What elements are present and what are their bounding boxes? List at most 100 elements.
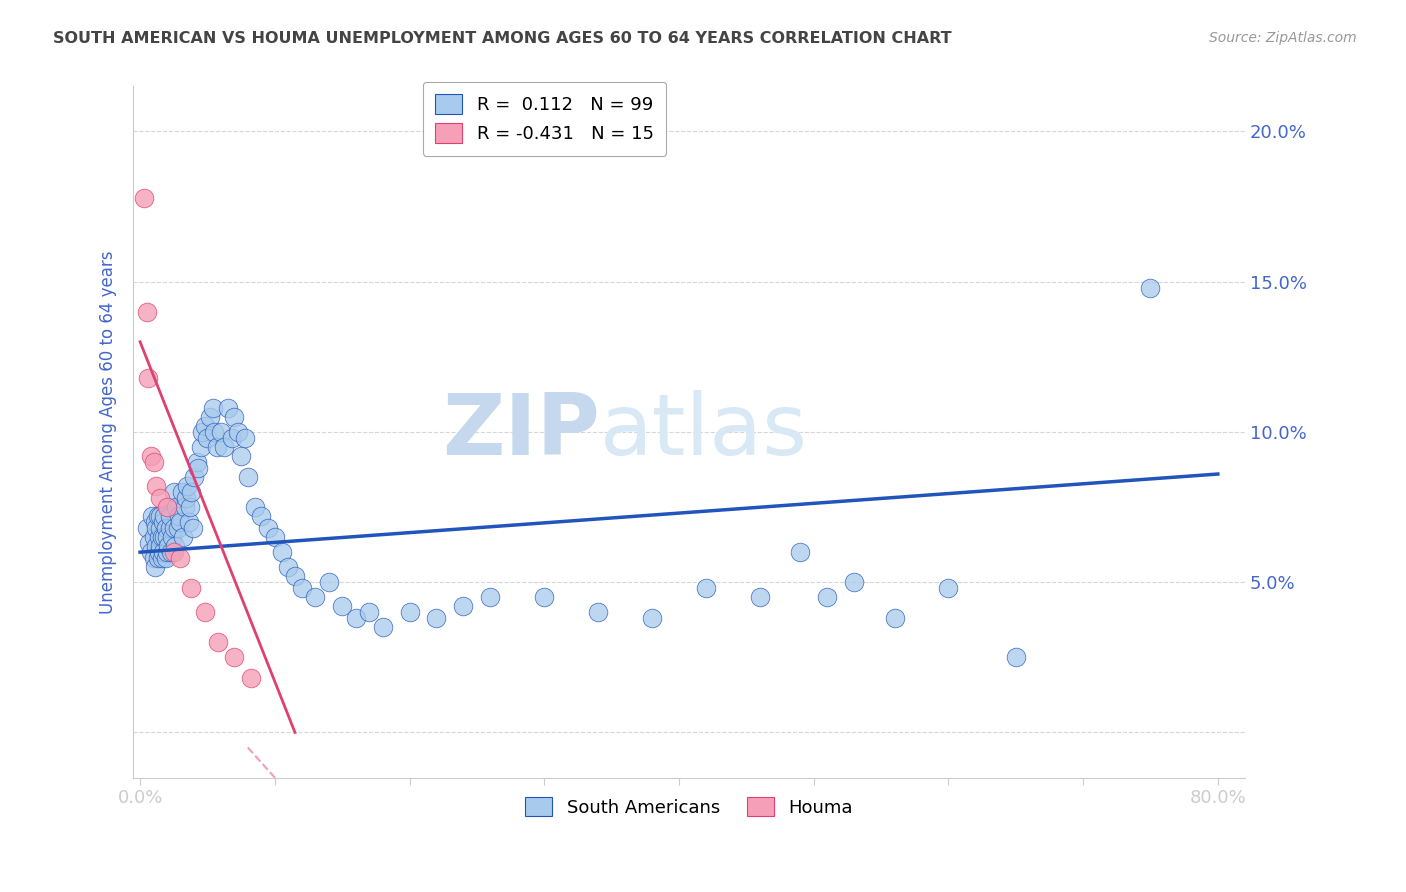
- Point: [155, 551, 177, 566]
- Text: SOUTH AMERICAN VS HOUMA UNEMPLOYMENT AMONG AGES 60 TO 64 YEARS CORRELATION CHART: SOUTH AMERICAN VS HOUMA UNEMPLOYMENT AMO…: [53, 31, 952, 46]
- Point: [155, 521, 177, 535]
- Point: [212, 440, 235, 454]
- Point: [142, 551, 165, 566]
- Point: [172, 530, 194, 544]
- Point: [156, 530, 179, 544]
- Point: [883, 611, 905, 625]
- Point: [132, 190, 155, 204]
- Point: [277, 560, 299, 574]
- Point: [145, 521, 167, 535]
- Point: [207, 635, 229, 649]
- Point: [156, 500, 179, 514]
- Point: [157, 539, 180, 553]
- Point: [257, 521, 280, 535]
- Point: [205, 440, 228, 454]
- Point: [148, 530, 170, 544]
- Point: [146, 509, 169, 524]
- Point: [318, 575, 340, 590]
- Point: [174, 491, 197, 505]
- Point: [229, 449, 252, 463]
- Point: [789, 545, 811, 559]
- Point: [201, 401, 224, 415]
- Point: [136, 371, 159, 385]
- Point: [150, 551, 173, 566]
- Point: [135, 521, 157, 535]
- Point: [344, 611, 367, 625]
- Point: [141, 509, 163, 524]
- Point: [152, 545, 174, 559]
- Point: [169, 551, 191, 566]
- Point: [586, 605, 609, 619]
- Point: [145, 539, 167, 553]
- Point: [150, 530, 173, 544]
- Point: [304, 591, 326, 605]
- Point: [149, 539, 172, 553]
- Point: [162, 530, 184, 544]
- Point: [224, 650, 246, 665]
- Point: [181, 521, 204, 535]
- Point: [263, 530, 285, 544]
- Point: [425, 611, 447, 625]
- Point: [233, 431, 256, 445]
- Point: [169, 515, 191, 529]
- Point: [202, 425, 225, 439]
- Point: [815, 591, 838, 605]
- Point: [243, 500, 266, 514]
- Point: [533, 591, 555, 605]
- Point: [143, 560, 166, 574]
- Point: [156, 545, 179, 559]
- Point: [159, 521, 181, 535]
- Point: [166, 521, 188, 535]
- Point: [138, 536, 160, 550]
- Point: [371, 620, 394, 634]
- Point: [194, 419, 217, 434]
- Point: [239, 672, 262, 686]
- Point: [183, 470, 205, 484]
- Point: [149, 521, 172, 535]
- Point: [153, 509, 176, 524]
- Point: [146, 551, 169, 566]
- Point: [180, 581, 202, 595]
- Point: [748, 591, 770, 605]
- Point: [153, 530, 176, 544]
- Point: [139, 449, 162, 463]
- Point: [165, 500, 187, 514]
- Point: [177, 515, 200, 529]
- Point: [191, 425, 214, 439]
- Point: [145, 479, 167, 493]
- Point: [695, 581, 717, 595]
- Point: [163, 521, 186, 535]
- Text: ZIP: ZIP: [443, 391, 600, 474]
- Point: [142, 455, 165, 469]
- Point: [938, 581, 960, 595]
- Point: [330, 599, 353, 614]
- Point: [167, 509, 190, 524]
- Point: [1004, 650, 1026, 665]
- Point: [139, 545, 162, 559]
- Point: [170, 485, 193, 500]
- Point: [186, 455, 208, 469]
- Point: [179, 500, 201, 514]
- Point: [291, 581, 314, 595]
- Point: [143, 515, 166, 529]
- Point: [194, 605, 217, 619]
- Point: [197, 431, 219, 445]
- Point: [217, 401, 239, 415]
- Point: [842, 575, 865, 590]
- Point: [398, 605, 420, 619]
- Point: [160, 545, 183, 559]
- Point: [1139, 281, 1161, 295]
- Point: [176, 479, 198, 493]
- Point: [359, 605, 381, 619]
- Y-axis label: Unemployment Among Ages 60 to 64 years: Unemployment Among Ages 60 to 64 years: [100, 251, 117, 614]
- Point: [165, 539, 187, 553]
- Point: [142, 530, 165, 544]
- Point: [148, 545, 170, 559]
- Point: [479, 591, 502, 605]
- Point: [152, 515, 174, 529]
- Point: [163, 545, 186, 559]
- Point: [159, 509, 181, 524]
- Point: [149, 509, 172, 524]
- Point: [163, 485, 186, 500]
- Point: [135, 304, 157, 318]
